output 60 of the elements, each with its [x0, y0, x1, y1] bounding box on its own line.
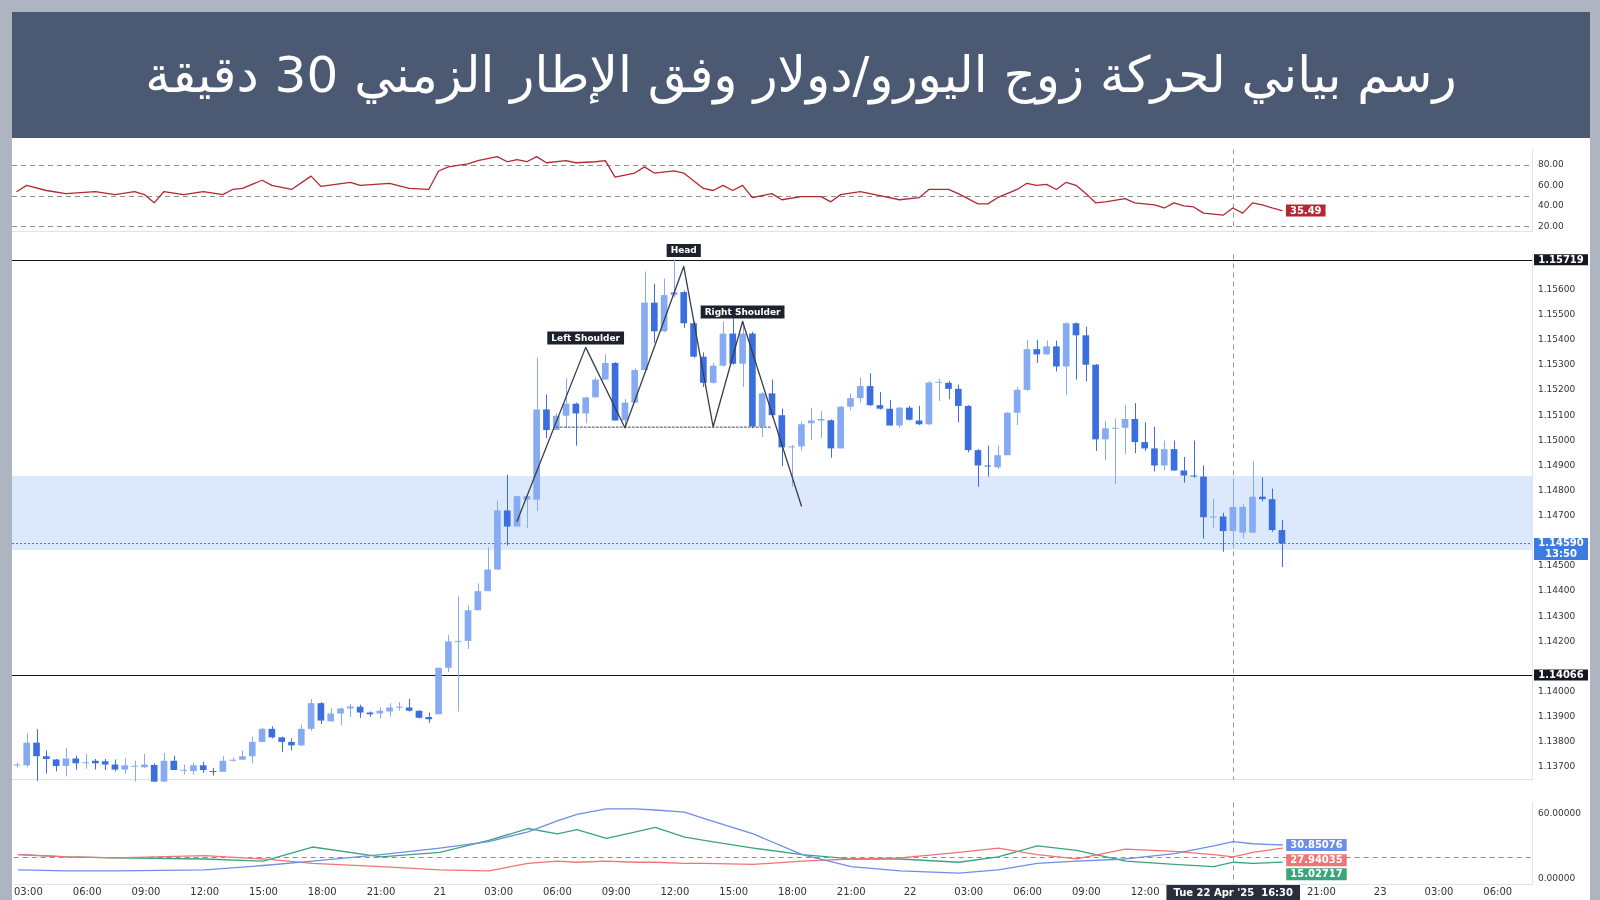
x-tick-label: 06:00 — [1483, 885, 1513, 897]
ref-line-label: 1.14066 — [1538, 669, 1584, 681]
x-tick-label: 06:00 — [1013, 885, 1042, 897]
x-tick-label: 12:00 — [660, 885, 690, 897]
data-label: 35.49 — [1289, 204, 1322, 216]
x-tick-label: 03:00 — [484, 885, 513, 897]
x-tick-label: 21:00 — [1306, 885, 1336, 897]
x-tick-label: 03:00 — [1424, 885, 1454, 897]
data-label: 30.85076 — [1290, 839, 1343, 851]
annotation: Left Shoulder — [551, 332, 621, 343]
x-tick-label: 09:00 — [1071, 885, 1101, 897]
x-tick-label: 12:00 — [1130, 885, 1160, 897]
y-tick-label: 0.00000 — [1538, 872, 1576, 883]
x-tick-label: 21:00 — [366, 885, 396, 897]
x-tick-label: 06:00 — [542, 885, 572, 897]
annotation: Head — [670, 245, 697, 256]
x-tick-label: 22 — [903, 885, 917, 897]
y-tick-label: 1.14900 — [1538, 459, 1576, 470]
y-tick-label: 1.15300 — [1538, 359, 1576, 370]
x-tick-label: 15:00 — [719, 885, 749, 897]
y-tick-label: 1.15400 — [1538, 334, 1576, 345]
x-tick-label: 12:00 — [190, 885, 220, 897]
data-label: 15.02717 — [1290, 868, 1343, 880]
y-tick-label: 1.15100 — [1538, 409, 1576, 420]
y-tick-label: 1.13800 — [1538, 736, 1576, 747]
y-tick-label: 1.15500 — [1538, 309, 1576, 320]
x-tick-label: 21 — [433, 885, 447, 897]
x-tick-label: 03:00 — [14, 885, 43, 897]
y-tick-label: 40.00 — [1538, 200, 1565, 211]
y-tick-label: 1.15200 — [1538, 384, 1576, 395]
y-tick-label: 20.00 — [1538, 220, 1565, 231]
y-tick-label: 1.14000 — [1538, 685, 1576, 696]
x-tick-label: 21:00 — [836, 885, 866, 897]
y-tick-label: 1.13700 — [1538, 761, 1576, 772]
x-tick-label: 03:00 — [954, 885, 984, 897]
y-tick-label: 1.15600 — [1538, 283, 1576, 294]
x-tick-label: 18:00 — [307, 885, 337, 897]
data-label: 27.94035 — [1290, 854, 1343, 866]
y-tick-label: 1.14200 — [1538, 635, 1576, 646]
y-tick-label: 1.14400 — [1538, 585, 1576, 596]
x-tick-label: 23 — [1373, 885, 1387, 897]
ref-line-label: 1.14590 13:50 — [1538, 537, 1584, 560]
y-tick-label: 1.14500 — [1538, 560, 1576, 571]
x-tick-label: 18:00 — [778, 885, 807, 897]
ref-line-label: 1.15719 — [1538, 253, 1584, 265]
x-tick-label: 09:00 — [601, 885, 631, 897]
ref-line-label: Tue 22 Apr '25 16:30 — [1173, 886, 1294, 898]
x-tick-label: 15:00 — [249, 885, 278, 897]
y-tick-label: 80.00 — [1538, 159, 1565, 170]
x-tick-label: 09:00 — [131, 885, 161, 897]
chart-title: رسم بياني لحركة زوج اليورو/دولار وفق الإطار الزمني 30 دقيقة — [12, 12, 1590, 138]
y-tick-label: 1.14700 — [1538, 510, 1576, 521]
annotation: Right Shoulder — [704, 306, 782, 317]
x-tick-label: 06:00 — [72, 885, 102, 897]
y-tick-label: 1.14300 — [1538, 610, 1576, 621]
y-tick-label: 1.14800 — [1538, 484, 1576, 495]
y-tick-label: 60.00 — [1538, 179, 1565, 190]
y-tick-label: 1.13900 — [1538, 711, 1576, 722]
y-tick-label: 1.15000 — [1538, 434, 1576, 445]
y-tick-label: 60.00000 — [1538, 807, 1582, 818]
